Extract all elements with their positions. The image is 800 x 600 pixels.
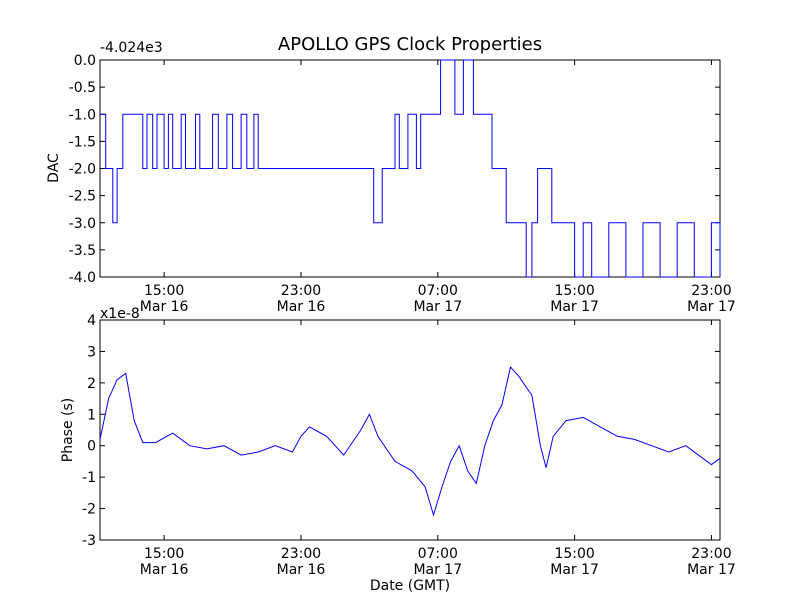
y-tick-label: -2 xyxy=(82,502,96,518)
x-tick-date: Mar 16 xyxy=(140,562,189,578)
phase-ylabel: Phase (s) xyxy=(60,398,76,462)
phase-y-axis: 4 3 2 1 0 -1 -2 -3 xyxy=(82,313,720,549)
y-tick-label: -2.0 xyxy=(69,162,96,178)
x-axis-label: Date (GMT) xyxy=(370,578,450,594)
dac-ylabel: DAC xyxy=(46,153,62,183)
x-tick-date: Mar 17 xyxy=(413,299,462,315)
y-tick-label: -4.0 xyxy=(69,270,96,286)
y-tick-label: 3 xyxy=(87,344,96,360)
dac-offset-label: -4.024e3 xyxy=(100,40,163,56)
y-tick-label: -3 xyxy=(82,533,96,549)
x-tick-date: Mar 17 xyxy=(687,562,736,578)
y-tick-label: 0 xyxy=(87,439,96,455)
dac-series xyxy=(100,59,721,278)
x-tick-date: Mar 17 xyxy=(550,299,599,315)
y-tick-label: -3.5 xyxy=(69,243,96,259)
dac-panel: -4.024e3 DAC 0.0 -0.5 -1.0 -1.5 -2.0 -2.5 -3.0… xyxy=(46,40,736,315)
x-tick-date: Mar 16 xyxy=(277,562,326,578)
x-tick-time: 23:00 xyxy=(691,546,731,562)
y-tick-label: 1 xyxy=(87,407,96,423)
phase-offset-label: x1e-8 xyxy=(100,306,140,322)
y-tick-label: 2 xyxy=(87,376,96,392)
x-tick-time: 15:00 xyxy=(554,283,594,299)
y-tick-label: 4 xyxy=(87,313,96,329)
x-tick-time: 07:00 xyxy=(418,283,458,299)
x-tick-time: 23:00 xyxy=(281,546,321,562)
x-tick-time: 15:00 xyxy=(554,546,594,562)
series-line xyxy=(100,59,721,278)
phase-series xyxy=(99,366,721,517)
phase-plot-area xyxy=(99,319,721,541)
y-tick-label: -0.5 xyxy=(69,80,96,96)
x-tick-date: Mar 17 xyxy=(550,562,599,578)
x-tick-time: 07:00 xyxy=(418,546,458,562)
dac-y-axis: 0.0 -0.5 -1.0 -1.5 -2.0 -2.5 -3.0 -3.5 -4.0 xyxy=(69,53,720,286)
y-tick-label: -3.0 xyxy=(69,216,96,232)
x-tick-date: Mar 17 xyxy=(413,562,462,578)
y-tick-label: -1.0 xyxy=(69,107,96,123)
figure-title: APOLLO GPS Clock Properties xyxy=(278,34,542,55)
y-tick-label: -1 xyxy=(82,470,96,486)
series-line xyxy=(99,366,721,517)
x-tick-date: Mar 16 xyxy=(277,299,326,315)
x-tick-date: Mar 16 xyxy=(140,299,189,315)
y-tick-label: -1.5 xyxy=(69,134,96,150)
y-tick-label: 0.0 xyxy=(74,53,96,69)
y-tick-label: -2.5 xyxy=(69,189,96,205)
x-tick-time: 15:00 xyxy=(144,283,184,299)
x-tick-date: Mar 17 xyxy=(687,299,736,315)
x-tick-time: 23:00 xyxy=(281,283,321,299)
x-tick-time: 23:00 xyxy=(691,283,731,299)
x-tick-time: 15:00 xyxy=(144,546,184,562)
